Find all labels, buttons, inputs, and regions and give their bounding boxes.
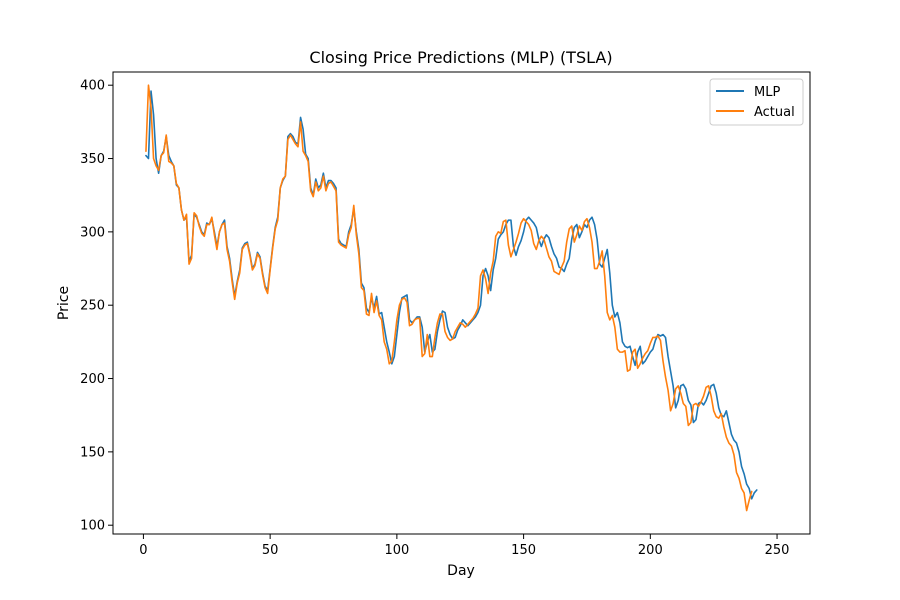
x-tick-label: 50 [262,543,279,558]
series-line-actual [145,84,753,512]
x-axis-label: Day [447,563,475,579]
x-tick-label: 100 [384,543,409,558]
y-tick-label: 400 [80,79,105,94]
x-axis: 0 50 100 150 200 250 [139,534,789,558]
series-layer [145,84,758,512]
y-axis: 100 150 200 250 300 350 400 [80,79,113,534]
legend-label-actual: Actual [754,105,795,120]
x-tick-label: 200 [638,543,663,558]
plot-frame [112,71,811,535]
y-tick-label: 100 [80,519,105,534]
x-tick-label: 150 [511,543,536,558]
legend: MLP Actual [709,78,804,126]
y-tick-label: 350 [80,152,105,167]
x-tick-label: 0 [139,543,147,558]
y-axis-label: Price [56,286,72,320]
y-tick-label: 250 [80,299,105,314]
y-tick-label: 300 [80,225,105,240]
y-tick-label: 150 [80,445,105,460]
legend-label-mlp: MLP [754,85,780,100]
chart-title: Closing Price Predictions (MLP) (TSLA) [309,48,612,67]
x-tick-label: 250 [765,543,790,558]
y-tick-label: 200 [80,372,105,387]
